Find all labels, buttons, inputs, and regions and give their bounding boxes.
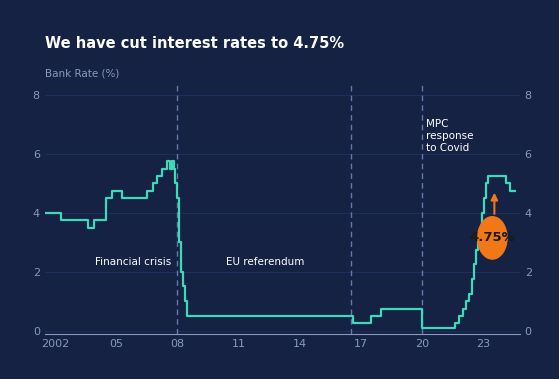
Text: 4.75%: 4.75% xyxy=(470,231,515,244)
Circle shape xyxy=(477,217,507,259)
Text: Financial crisis: Financial crisis xyxy=(95,257,171,267)
Text: Bank Rate (%): Bank Rate (%) xyxy=(45,68,119,78)
Text: MPC
response
to Covid: MPC response to Covid xyxy=(426,119,473,153)
Text: We have cut interest rates to 4.75%: We have cut interest rates to 4.75% xyxy=(45,36,344,51)
Text: EU referendum: EU referendum xyxy=(226,257,304,267)
